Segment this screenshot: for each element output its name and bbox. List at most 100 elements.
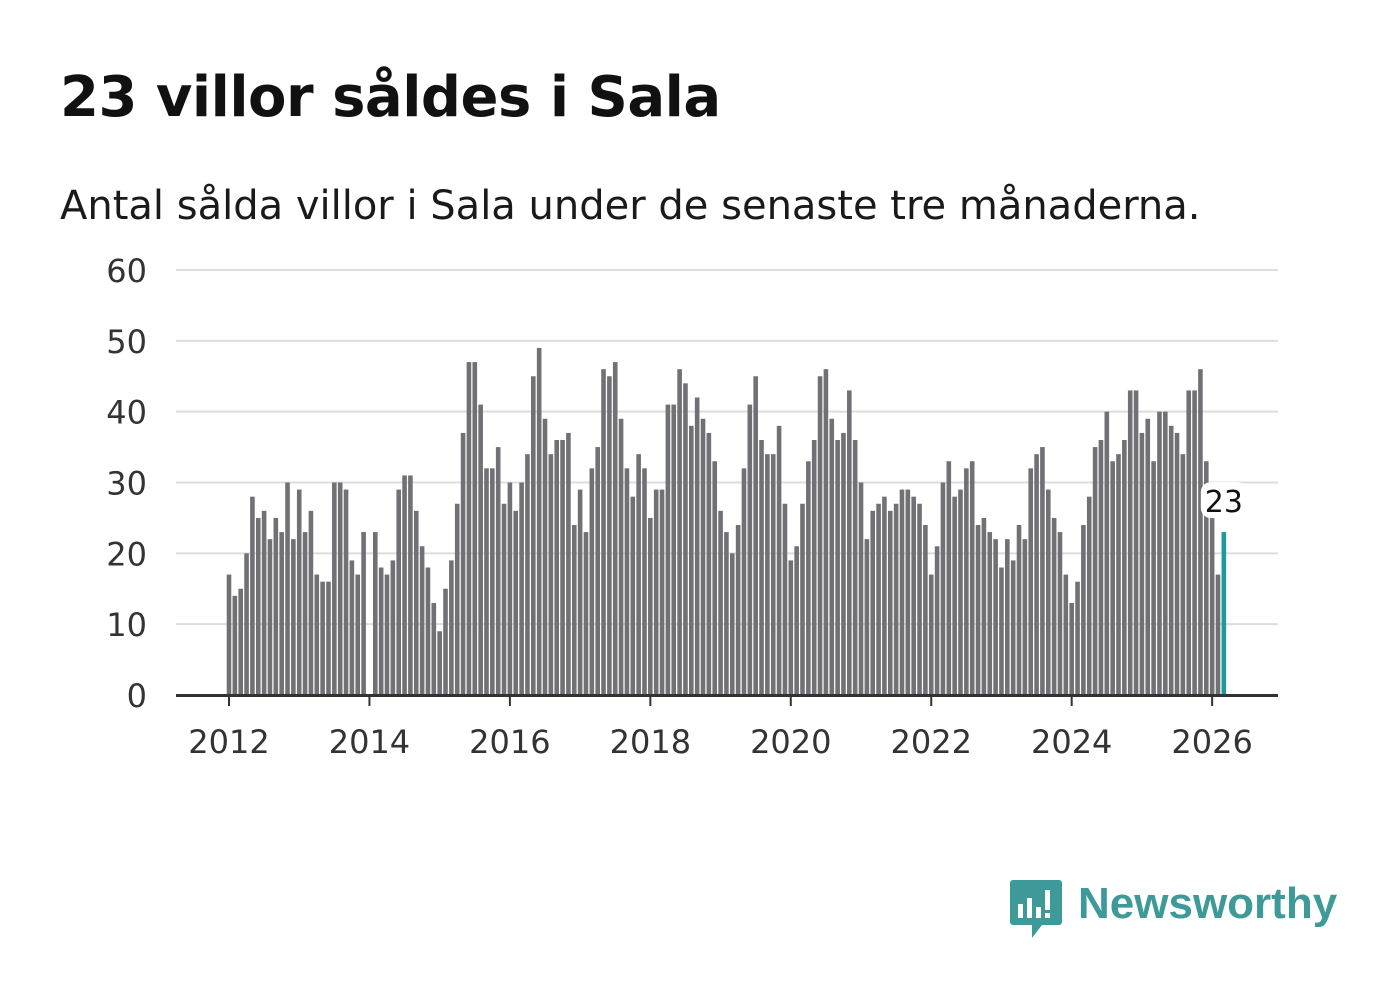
bar	[847, 390, 852, 695]
bar	[940, 482, 946, 695]
bar	[729, 553, 735, 695]
bar	[255, 517, 261, 695]
chart-subtitle: Antal sålda villor i Sala under de senas…	[60, 183, 1201, 229]
bar	[1127, 390, 1133, 695]
bar	[337, 482, 343, 695]
bar	[887, 510, 893, 695]
bar	[1215, 574, 1221, 695]
bar	[449, 560, 454, 695]
bar	[724, 532, 729, 695]
bar	[928, 574, 934, 695]
bar	[987, 532, 993, 695]
bar	[250, 496, 255, 695]
bar	[829, 418, 835, 695]
bar	[413, 510, 419, 695]
bar	[355, 574, 361, 695]
bar	[384, 574, 390, 695]
bar	[741, 468, 747, 695]
bar	[501, 503, 507, 695]
bar	[1016, 525, 1022, 695]
y-tick-label: 30	[106, 465, 147, 503]
bar	[525, 454, 530, 695]
bar	[630, 496, 636, 695]
bar	[969, 461, 975, 695]
bar	[536, 347, 542, 695]
bar	[542, 418, 548, 695]
bar	[478, 404, 483, 695]
bar	[636, 454, 641, 695]
bar	[893, 503, 899, 695]
bar	[460, 432, 466, 695]
bar	[431, 602, 437, 695]
bar	[993, 539, 998, 695]
bar	[1209, 517, 1215, 695]
bar	[1122, 440, 1127, 695]
bar	[1139, 432, 1145, 695]
bar	[1151, 461, 1156, 695]
bar	[823, 369, 829, 695]
bar	[659, 489, 665, 695]
x-tick-label: 2026	[1171, 723, 1252, 761]
bar-latest	[1221, 532, 1227, 695]
bar	[934, 546, 940, 695]
x-tick-label: 2020	[750, 723, 831, 761]
bar	[665, 404, 671, 695]
bar	[683, 383, 688, 695]
bar	[1098, 440, 1104, 695]
bar	[566, 432, 571, 695]
bars	[226, 347, 1227, 695]
x-tick-label: 2012	[188, 723, 269, 761]
bar	[291, 539, 296, 695]
bar	[870, 510, 876, 695]
bar	[267, 539, 273, 695]
bar	[1081, 525, 1086, 695]
bar	[425, 567, 431, 695]
bar	[320, 581, 325, 695]
bar	[981, 517, 987, 695]
bar	[373, 532, 378, 695]
bar	[864, 539, 870, 695]
bar	[1092, 447, 1098, 695]
bar	[817, 376, 823, 695]
x-tick-label: 2018	[610, 723, 691, 761]
bar	[806, 461, 811, 695]
bar	[484, 468, 489, 695]
y-tick-label: 40	[106, 394, 147, 432]
bar	[1198, 369, 1203, 695]
bar	[361, 532, 366, 695]
bar	[332, 482, 337, 695]
bar	[279, 532, 284, 695]
bar	[1051, 517, 1057, 695]
chart-title: 23 villor såldes i Sala	[60, 65, 721, 130]
bar-chart-speech-bubble-icon	[1010, 880, 1062, 938]
bar	[285, 482, 290, 695]
bar	[548, 454, 554, 695]
bar	[794, 546, 799, 695]
x-tick-label: 2014	[329, 723, 410, 761]
bar	[419, 546, 425, 695]
bar	[917, 503, 922, 695]
bar	[788, 560, 794, 695]
bar	[1116, 454, 1121, 695]
bar	[314, 574, 320, 695]
bar	[1133, 390, 1139, 695]
bar	[911, 496, 916, 695]
bar	[618, 418, 624, 695]
y-tick-label: 0	[127, 677, 147, 715]
bar	[273, 517, 279, 695]
bar	[776, 425, 782, 695]
bar	[1034, 454, 1039, 695]
bar	[765, 454, 770, 695]
bar	[454, 503, 460, 695]
bar	[226, 574, 232, 695]
bar	[852, 440, 858, 695]
bar	[601, 369, 606, 695]
bar	[946, 461, 952, 695]
logo-text: Newsworthy	[1078, 879, 1338, 928]
y-tick-label: 10	[106, 606, 147, 644]
last-value-label-bg	[1200, 482, 1247, 519]
bar	[1174, 432, 1180, 695]
bar	[1040, 447, 1045, 695]
bar	[1104, 411, 1110, 695]
x-tick-label: 2022	[891, 723, 972, 761]
